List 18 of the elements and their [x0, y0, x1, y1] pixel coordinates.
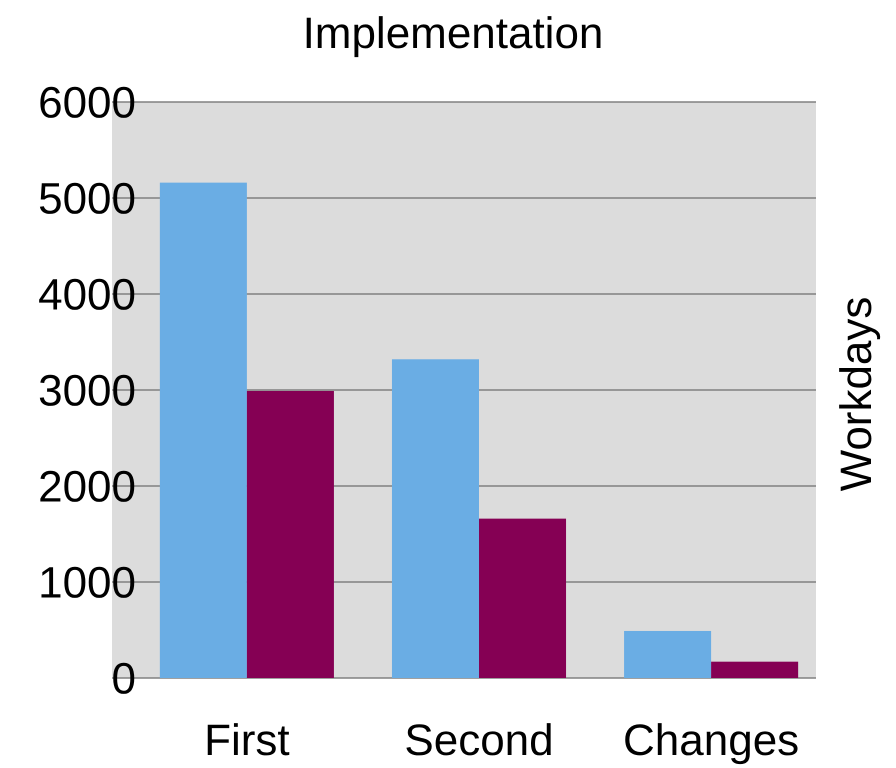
y-axis-title: Workdays: [832, 296, 881, 492]
x-tick-label: Changes: [623, 716, 800, 765]
x-tick-label: First: [204, 716, 290, 765]
chart-title: Implementation: [302, 9, 604, 58]
y-tick-label: 4000: [38, 270, 136, 320]
x-tick-label: Second: [404, 716, 554, 765]
y-tick-label: 5000: [38, 174, 136, 224]
bar: [624, 630, 712, 678]
y-tick-label: 0: [112, 654, 136, 704]
y-tick-label: 1000: [38, 558, 136, 608]
bar: [479, 518, 566, 678]
bar: [392, 359, 479, 678]
y-tick-label: 6000: [38, 78, 136, 128]
bar: [711, 662, 798, 678]
bar: [160, 182, 247, 678]
bar: [246, 390, 334, 678]
y-tick-label: 2000: [38, 462, 136, 512]
y-tick-label: 3000: [38, 366, 136, 416]
